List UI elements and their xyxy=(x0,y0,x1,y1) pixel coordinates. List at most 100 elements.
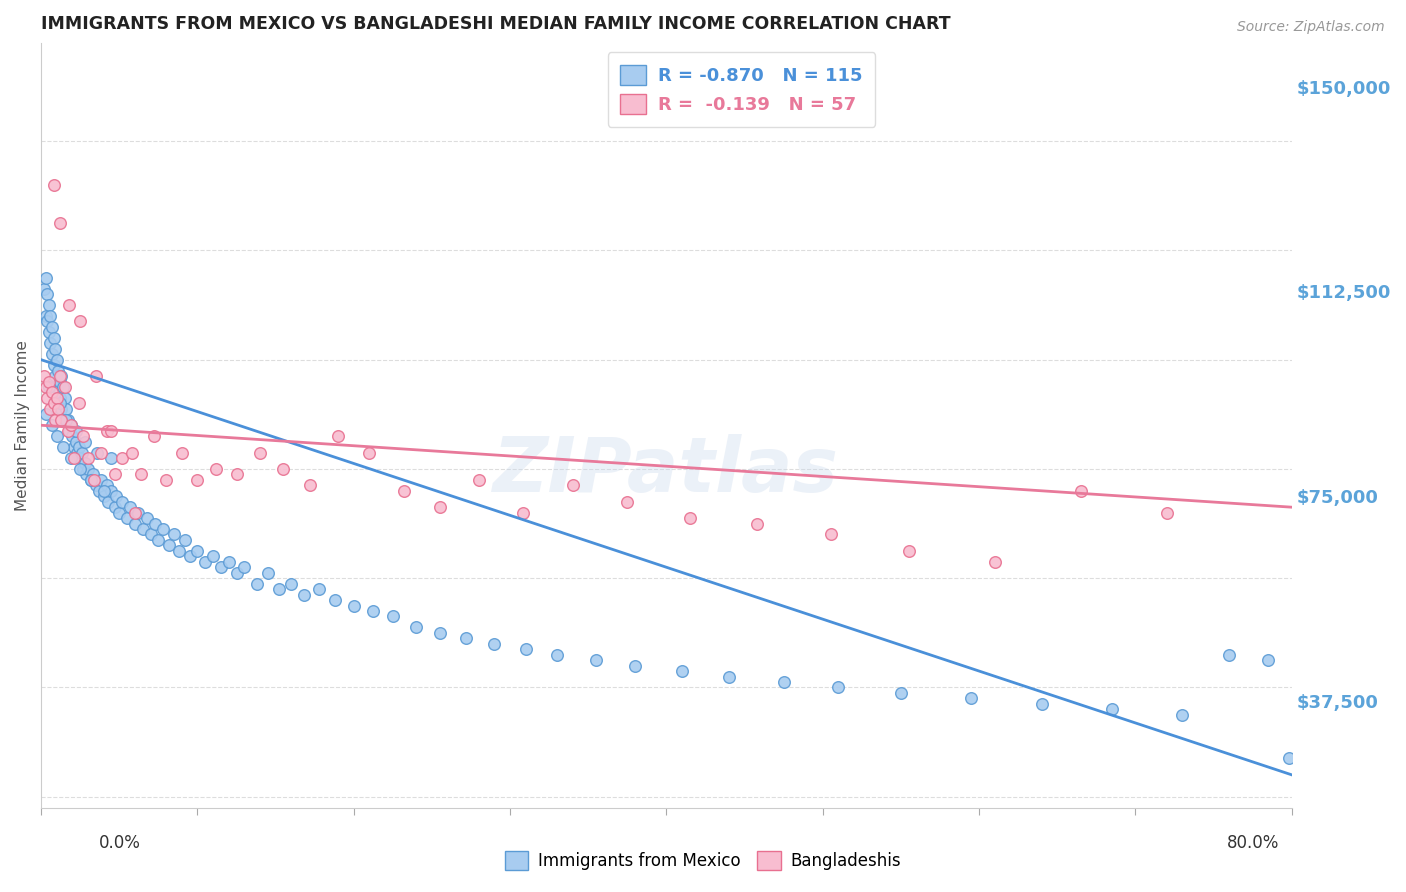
Text: Source: ZipAtlas.com: Source: ZipAtlas.com xyxy=(1237,20,1385,34)
Point xyxy=(111,450,134,465)
Point xyxy=(515,642,537,657)
Point xyxy=(93,489,115,503)
Point xyxy=(717,669,740,683)
Point xyxy=(745,516,768,531)
Point xyxy=(86,445,108,459)
Point xyxy=(41,347,63,361)
Point xyxy=(52,380,75,394)
Point xyxy=(44,413,66,427)
Point xyxy=(512,506,534,520)
Point xyxy=(70,445,93,459)
Point xyxy=(624,658,647,673)
Point xyxy=(38,298,60,312)
Point xyxy=(72,462,94,476)
Point xyxy=(38,375,60,389)
Point xyxy=(1278,751,1301,765)
Point xyxy=(163,527,186,541)
Point xyxy=(124,506,146,520)
Point xyxy=(108,506,131,520)
Point xyxy=(392,483,415,498)
Point xyxy=(280,576,302,591)
Point xyxy=(56,413,79,427)
Point xyxy=(456,632,478,646)
Point xyxy=(1031,697,1053,711)
Point xyxy=(616,494,638,508)
Point xyxy=(249,445,271,459)
Point xyxy=(152,522,174,536)
Point xyxy=(37,314,59,328)
Point xyxy=(59,450,82,465)
Point xyxy=(179,549,201,564)
Legend: Immigrants from Mexico, Bangladeshis: Immigrants from Mexico, Bangladeshis xyxy=(498,844,908,877)
Point xyxy=(827,681,849,695)
Point xyxy=(41,320,63,334)
Point xyxy=(174,533,197,547)
Point xyxy=(897,544,920,558)
Point xyxy=(69,314,91,328)
Point xyxy=(83,473,105,487)
Point xyxy=(381,609,404,624)
Point xyxy=(45,391,67,405)
Point xyxy=(132,522,155,536)
Point xyxy=(546,648,568,662)
Point xyxy=(35,407,58,421)
Point xyxy=(89,473,111,487)
Point xyxy=(65,434,87,449)
Point xyxy=(679,511,702,525)
Text: 0.0%: 0.0% xyxy=(98,834,141,852)
Point xyxy=(484,637,506,651)
Point xyxy=(49,396,72,410)
Point xyxy=(42,396,65,410)
Point xyxy=(256,566,278,580)
Point xyxy=(136,511,159,525)
Point xyxy=(46,364,69,378)
Point xyxy=(1257,653,1279,667)
Point xyxy=(55,413,77,427)
Point xyxy=(77,450,100,465)
Point xyxy=(49,375,72,389)
Point xyxy=(124,516,146,531)
Text: 80.0%: 80.0% xyxy=(1227,834,1279,852)
Point xyxy=(561,478,583,492)
Point xyxy=(308,582,330,596)
Point xyxy=(115,511,138,525)
Point xyxy=(105,489,128,503)
Point xyxy=(73,434,96,449)
Point xyxy=(32,282,55,296)
Point xyxy=(186,544,208,558)
Point xyxy=(49,391,72,405)
Point xyxy=(49,369,72,384)
Point xyxy=(103,467,125,482)
Point xyxy=(69,462,91,476)
Point xyxy=(205,462,228,476)
Point xyxy=(89,445,111,459)
Point xyxy=(84,369,107,384)
Point xyxy=(120,500,142,515)
Point xyxy=(37,287,59,301)
Point xyxy=(42,358,65,372)
Point xyxy=(273,462,295,476)
Point xyxy=(51,413,73,427)
Point xyxy=(209,560,232,574)
Point xyxy=(75,467,97,482)
Point xyxy=(41,418,63,433)
Point xyxy=(772,675,794,690)
Point xyxy=(77,462,100,476)
Point xyxy=(326,429,349,443)
Point xyxy=(35,309,58,323)
Point xyxy=(39,309,62,323)
Point xyxy=(80,473,103,487)
Point xyxy=(323,593,346,607)
Point xyxy=(58,298,80,312)
Point xyxy=(1156,506,1178,520)
Point xyxy=(96,478,118,492)
Point xyxy=(405,620,427,634)
Point xyxy=(51,401,73,416)
Point xyxy=(186,473,208,487)
Point xyxy=(246,576,269,591)
Point xyxy=(820,527,842,541)
Point xyxy=(52,440,75,454)
Point xyxy=(46,401,69,416)
Point xyxy=(429,500,451,515)
Point xyxy=(67,440,90,454)
